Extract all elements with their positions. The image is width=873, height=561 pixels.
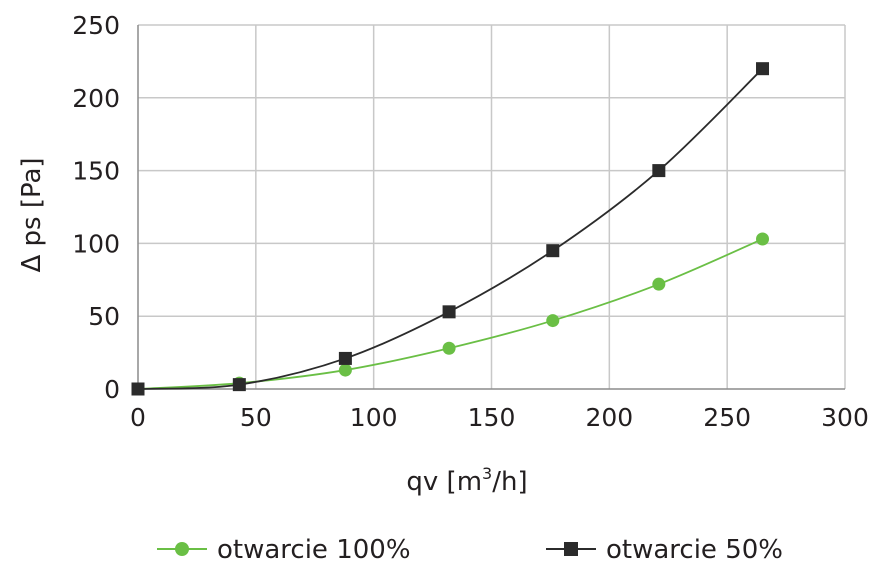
data-point (338, 351, 352, 365)
x-tick-label: 150 (468, 403, 516, 432)
data-point (546, 244, 560, 258)
x-tick-label: 300 (821, 403, 869, 432)
y-tick-label: 250 (72, 11, 120, 40)
x-tick-label: 100 (350, 403, 398, 432)
data-point (232, 378, 246, 392)
grid (138, 24, 846, 389)
legend-marker-50 (564, 542, 578, 556)
y-tick-label: 100 (72, 229, 120, 258)
y-axis-ticks: 0 50 100 150 200 250 (72, 11, 120, 404)
legend-item-100: otwarcie 100% (157, 535, 411, 561)
data-point (131, 382, 145, 396)
data-point (756, 232, 770, 246)
axes (137, 25, 845, 390)
data-point (546, 314, 560, 328)
data-point (652, 277, 666, 291)
y-axis-title: Δ ps [Pa] (17, 157, 47, 272)
data-point (338, 363, 352, 377)
data-point (756, 62, 770, 76)
data-point (442, 305, 456, 319)
legend-item-50: otwarcie 50% (546, 535, 783, 561)
series-group (131, 62, 770, 396)
legend-label-50: otwarcie 50% (606, 535, 783, 561)
series-line (137, 68, 764, 390)
legend: otwarcie 100% otwarcie 50% (157, 535, 783, 561)
x-tick-label: 0 (130, 403, 146, 432)
x-tick-label: 250 (703, 403, 751, 432)
x-tick-label: 200 (585, 403, 633, 432)
y-tick-label: 200 (72, 84, 120, 113)
y-tick-label: 0 (104, 375, 120, 404)
legend-marker-100 (175, 542, 189, 556)
data-point (442, 341, 456, 355)
y-tick-label: 50 (88, 302, 120, 331)
legend-label-100: otwarcie 100% (217, 535, 411, 561)
data-point (652, 164, 666, 178)
x-axis-ticks: 0 50 100 150 200 250 300 (130, 403, 869, 432)
x-axis-title: qv [m3/h] (406, 464, 527, 497)
x-tick-label: 50 (240, 403, 272, 432)
y-tick-label: 150 (72, 157, 120, 186)
series-2 (131, 62, 770, 396)
